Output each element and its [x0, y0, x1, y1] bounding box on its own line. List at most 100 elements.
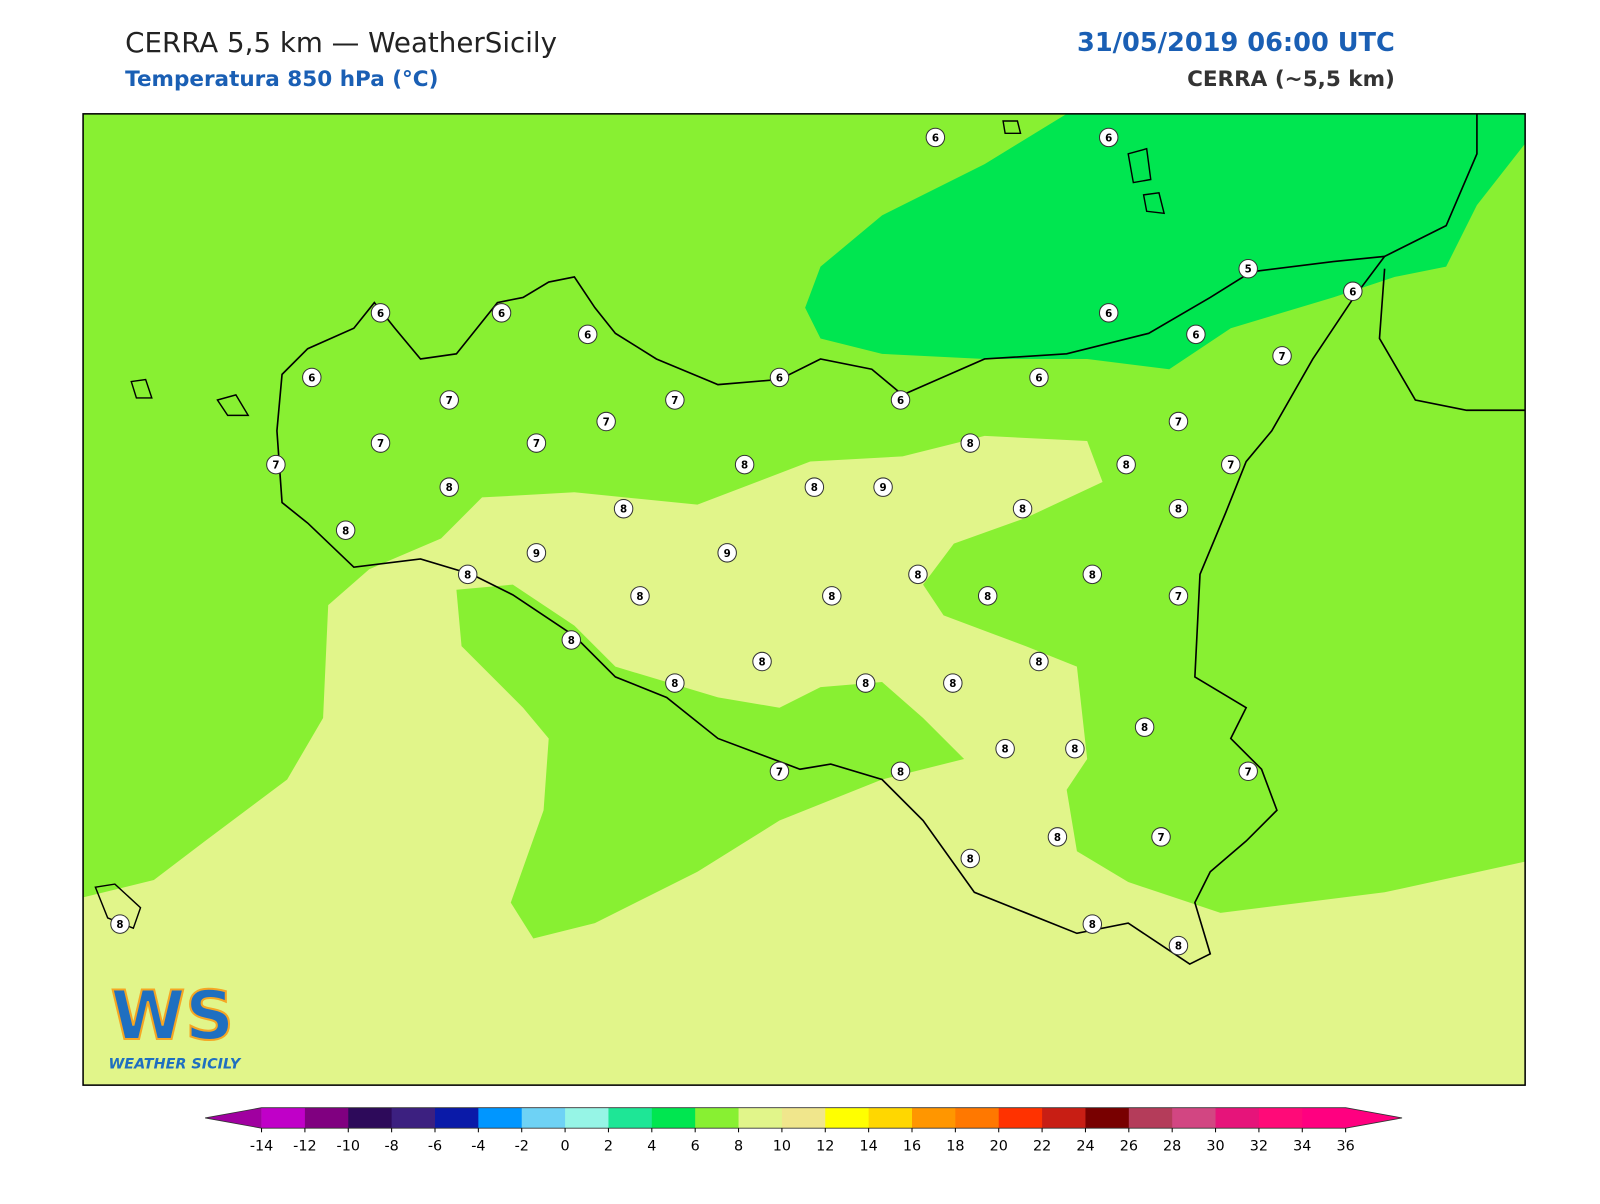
station: 8 — [1012, 498, 1033, 519]
station-value: 6 — [1035, 372, 1042, 384]
station-marker — [577, 324, 598, 345]
station-value: 8 — [342, 525, 349, 537]
station-marker — [804, 477, 825, 497]
station: 8 — [335, 520, 356, 540]
station-value: 8 — [671, 678, 678, 690]
station-value: 8 — [741, 460, 748, 472]
station-marker — [1098, 303, 1119, 323]
station-value: 8 — [568, 635, 575, 647]
station: 8 — [1065, 738, 1085, 759]
station-marker — [1047, 827, 1068, 847]
station-marker — [822, 586, 842, 606]
colorbar-tick-label: 6 — [691, 1139, 700, 1155]
colorbar-segment — [348, 1107, 393, 1129]
station-value: 5 — [1245, 264, 1252, 276]
station-value: 7 — [533, 438, 540, 450]
station-marker — [855, 673, 876, 693]
colorbar-tick-label: -12 — [293, 1139, 316, 1155]
datetime: 31/05/2019 06:00 UTC — [1077, 28, 1395, 58]
map: 6 6 5 6 6 6 6 6 6 7 6 6 6 7 7 6 7 7 7 7 8 7 8 8 7 8 8 9 8 8 8 8 9 9 8 8 8 8 8 8… — [82, 113, 1526, 1086]
station: 6 — [1343, 281, 1363, 302]
colorbar-segment — [565, 1107, 609, 1129]
station: 8 — [943, 673, 963, 693]
station-value: 8 — [1175, 504, 1182, 516]
station: 7 — [370, 433, 391, 453]
station: 7 — [1238, 761, 1258, 782]
colorbar-tick-label: 16 — [903, 1139, 921, 1155]
title: CERRA 5,5 km — WeatherSicily — [125, 26, 557, 59]
station-value: 7 — [1245, 766, 1252, 778]
station-marker — [977, 586, 998, 606]
colorbar-segment — [651, 1107, 696, 1129]
colorbar-tick-label: 2 — [604, 1139, 613, 1155]
station-value: 8 — [949, 678, 956, 690]
colorbar-tick-label: 4 — [647, 1139, 656, 1155]
station: 8 — [890, 761, 911, 782]
station-value: 7 — [1227, 460, 1234, 472]
colorbar-segment — [1085, 1107, 1130, 1129]
colorbar-tick-label: 14 — [860, 1139, 878, 1155]
colorbar-segment — [261, 1107, 306, 1129]
colorbar-tick-label: 28 — [1163, 1139, 1181, 1155]
station-value: 8 — [636, 591, 643, 603]
station-marker — [457, 564, 478, 585]
station: 8 — [822, 586, 842, 606]
station: 6 — [769, 367, 790, 388]
station-marker — [1029, 651, 1049, 672]
station-value: 9 — [880, 482, 887, 494]
colorbar-under — [205, 1107, 262, 1129]
colorbar-tick-label: 32 — [1250, 1139, 1268, 1155]
station-value: 8 — [1089, 919, 1096, 931]
station: 6 — [1098, 127, 1119, 148]
station-marker — [1168, 935, 1189, 956]
station-value: 7 — [1175, 417, 1182, 429]
station-marker — [1168, 586, 1189, 606]
colorbar-tick-label: 22 — [1033, 1139, 1051, 1155]
colorbar-segment — [825, 1107, 870, 1129]
station-marker — [1272, 346, 1292, 366]
station-value: 6 — [498, 308, 505, 320]
station: 7 — [526, 433, 547, 453]
map-frame — [82, 113, 1526, 1086]
station: 7 — [1168, 586, 1189, 606]
station-marker — [526, 433, 547, 453]
station-value: 8 — [1123, 460, 1130, 472]
station: 7 — [1272, 346, 1292, 366]
station: 8 — [960, 848, 980, 869]
station-marker — [1186, 324, 1206, 345]
station: 8 — [613, 498, 634, 519]
station-marker — [335, 520, 356, 540]
subtitle: Temperatura 850 hPa (°C) — [125, 67, 438, 92]
station-marker — [752, 651, 772, 672]
station-marker — [890, 761, 911, 782]
station-value: 7 — [671, 395, 678, 407]
logo-name: WEATHER SICILY — [108, 1057, 241, 1073]
station-value: 8 — [1141, 722, 1148, 734]
station-marker — [1029, 367, 1049, 388]
station-value: 9 — [533, 548, 540, 560]
station-value: 6 — [1105, 132, 1112, 144]
colorbar-tick-label: 36 — [1337, 1139, 1355, 1155]
colorbar-tick-label: 10 — [773, 1139, 791, 1155]
station-marker — [439, 390, 459, 410]
station: 7 — [1151, 827, 1171, 847]
stations: 6 6 5 6 6 6 6 6 6 7 6 6 6 7 7 6 7 7 7 7 8 7 8 8 7 8 8 9 8 8 8 8 9 9 8 8 8 8 8 8… — [110, 127, 1363, 956]
station-value: 7 — [1278, 351, 1285, 363]
station-value: 8 — [967, 853, 974, 865]
colorbar-segment — [1215, 1107, 1260, 1129]
colorbar-tick-label: -14 — [250, 1139, 273, 1155]
station-value: 8 — [620, 504, 627, 516]
station: 6 — [925, 127, 946, 148]
station-value: 8 — [1089, 569, 1096, 581]
station: 8 — [110, 914, 130, 934]
station-value: 6 — [1192, 329, 1199, 341]
station-value: 6 — [776, 372, 783, 384]
station-marker — [613, 498, 634, 519]
station-value: 6 — [584, 329, 591, 341]
station: 8 — [908, 564, 928, 585]
field-6 — [805, 113, 1526, 370]
station-marker — [1134, 717, 1155, 737]
station-value: 8 — [897, 766, 904, 778]
